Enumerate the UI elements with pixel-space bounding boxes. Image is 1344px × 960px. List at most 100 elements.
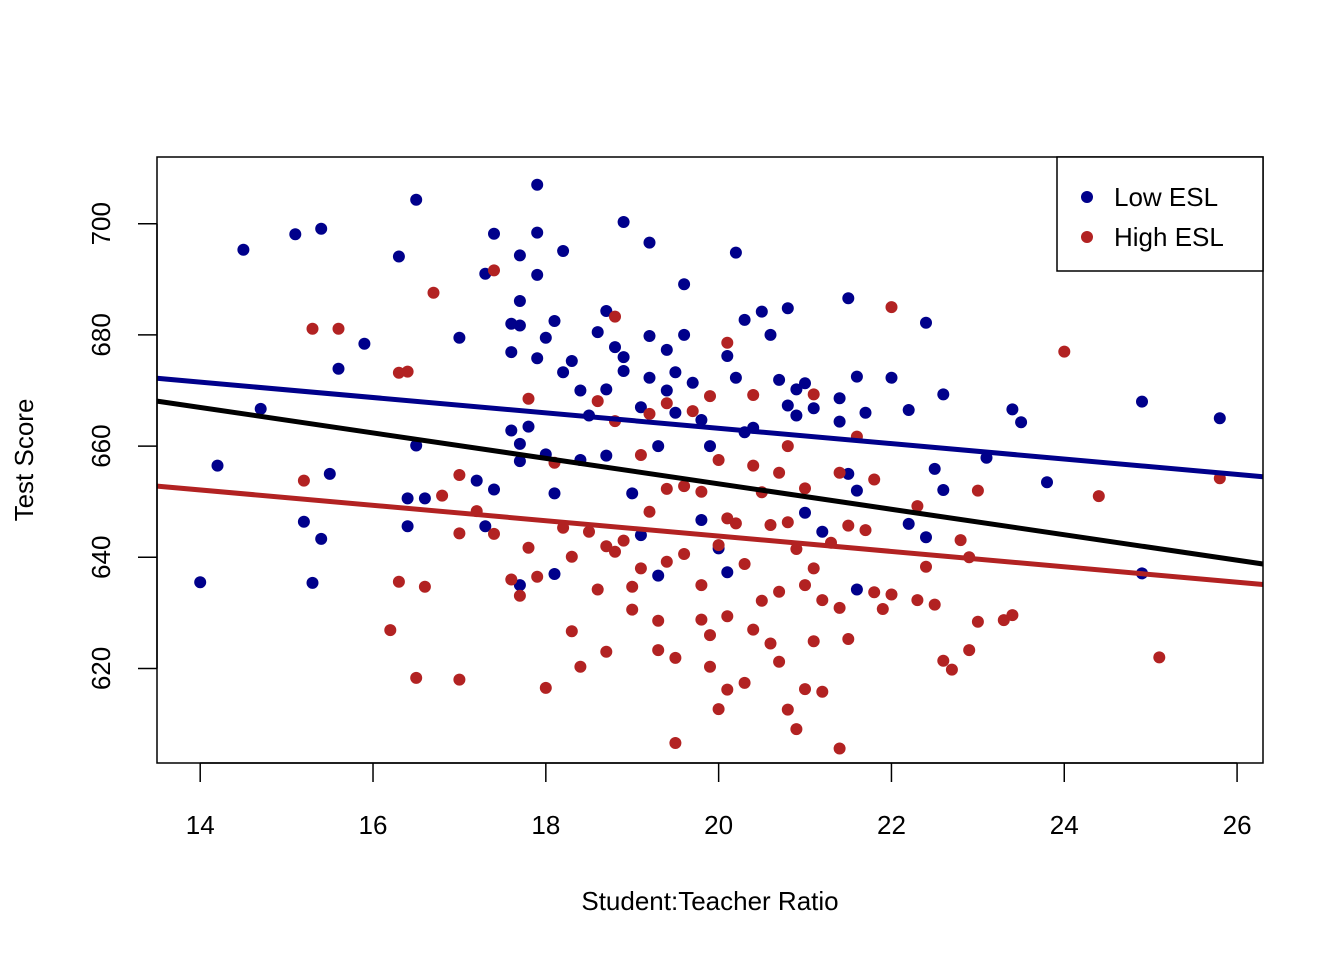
- high-esl-point: [695, 485, 708, 498]
- high-esl-point: [911, 500, 924, 513]
- high-esl-point: [807, 635, 820, 648]
- high-esl-point: [764, 519, 777, 531]
- high-esl-point: [660, 397, 673, 410]
- high-esl-point: [617, 534, 630, 547]
- x-tick-label: 16: [359, 810, 388, 840]
- low-esl-point: [643, 371, 656, 384]
- high-esl-point: [868, 586, 881, 599]
- high-esl-point: [392, 575, 405, 588]
- high-esl-point: [833, 742, 846, 755]
- high-esl-point: [609, 545, 621, 558]
- low-esl-point: [548, 315, 561, 327]
- low-esl-point: [634, 401, 647, 414]
- high-esl-point: [678, 548, 691, 560]
- low-esl-point: [790, 383, 803, 396]
- low-esl-point: [297, 515, 310, 528]
- high-esl-point: [652, 614, 665, 627]
- high-esl-point: [626, 580, 639, 593]
- low-esl-point: [609, 341, 621, 354]
- low-esl-point: [315, 532, 328, 545]
- low-esl-point: [833, 415, 846, 428]
- high-esl-point: [747, 389, 760, 401]
- high-esl-point: [660, 555, 673, 568]
- high-esl-point: [634, 449, 647, 461]
- high-esl-point: [418, 580, 431, 593]
- low-esl-point: [401, 520, 414, 533]
- low-esl-point: [738, 313, 751, 326]
- y-axis: 620 640 660 680 700: [86, 202, 158, 690]
- low-esl-point: [678, 328, 691, 341]
- high-esl-regression-line: [156, 483, 1264, 587]
- high-esl-point: [781, 440, 794, 453]
- high-esl-point: [531, 570, 544, 583]
- low-esl-point: [660, 343, 673, 356]
- low-esl-point: [548, 568, 561, 580]
- high-esl-point: [816, 594, 829, 607]
- high-esl-point: [591, 395, 604, 408]
- low-esl-point: [470, 474, 483, 487]
- low-esl-point: [1213, 412, 1226, 425]
- high-esl-point: [928, 598, 941, 611]
- low-esl-point: [617, 365, 630, 377]
- high-esl-point: [678, 480, 691, 493]
- low-esl-point: [920, 531, 932, 544]
- high-esl-point: [695, 579, 708, 592]
- high-esl-point: [332, 322, 345, 335]
- low-esl-point: [513, 437, 526, 450]
- high-esl-point: [565, 550, 578, 563]
- high-esl-point: [565, 625, 578, 638]
- high-esl-point: [626, 603, 639, 616]
- low-esl-point: [695, 514, 708, 526]
- high-esl-point: [704, 390, 716, 403]
- low-esl-point: [513, 249, 526, 262]
- low-esl-point: [557, 245, 570, 257]
- low-esl-point: [678, 278, 691, 291]
- high-esl-point: [773, 466, 786, 479]
- low-esl-point: [885, 371, 898, 384]
- x-axis: 14 16 18 20 22 24 26: [186, 762, 1252, 840]
- low-esl-point: [721, 566, 734, 579]
- high-esl-point: [721, 336, 734, 349]
- low-esl-point: [626, 487, 639, 500]
- high-esl-point: [427, 286, 440, 299]
- high-esl-point: [816, 685, 829, 698]
- low-esl-point: [531, 268, 544, 281]
- low-esl-point: [643, 236, 656, 249]
- low-esl-point: [1006, 403, 1019, 416]
- high-esl-point: [971, 615, 984, 628]
- low-esl-point: [591, 326, 604, 339]
- low-esl-point: [816, 525, 829, 538]
- regression-lines: [156, 375, 1264, 587]
- high-esl-point: [297, 474, 310, 487]
- low-esl-point: [799, 377, 811, 390]
- low-esl-regression-line: [156, 375, 1264, 480]
- low-esl-point: [548, 487, 561, 500]
- high-esl-point: [669, 651, 682, 664]
- high-esl-point: [453, 469, 466, 481]
- low-esl-point: [773, 373, 786, 386]
- y-tick-label: 700: [86, 202, 116, 245]
- high-esl-point: [1006, 609, 1019, 622]
- high-esl-point: [807, 388, 820, 401]
- low-esl-point: [289, 228, 302, 241]
- low-esl-point: [453, 331, 466, 344]
- low-esl-point: [505, 424, 518, 437]
- y-tick-label: 620: [86, 647, 116, 690]
- low-esl-point: [729, 246, 742, 259]
- low-esl-point: [565, 355, 578, 367]
- low-esl-point: [781, 399, 794, 412]
- legend-label-low-esl: Low ESL: [1114, 182, 1218, 212]
- low-esl-point: [531, 352, 544, 365]
- high-esl-point: [488, 264, 500, 277]
- high-esl-point: [773, 585, 786, 598]
- low-esl-point: [842, 467, 855, 480]
- low-esl-point: [479, 520, 492, 533]
- y-tick-label: 660: [86, 424, 116, 467]
- high-esl-point: [1058, 345, 1071, 358]
- low-esl-point: [513, 579, 526, 592]
- high-esl-point: [1153, 651, 1166, 664]
- high-esl-point: [799, 683, 811, 696]
- high-esl-point: [712, 539, 725, 552]
- low-esl-point: [557, 366, 570, 379]
- low-esl-point: [669, 406, 682, 419]
